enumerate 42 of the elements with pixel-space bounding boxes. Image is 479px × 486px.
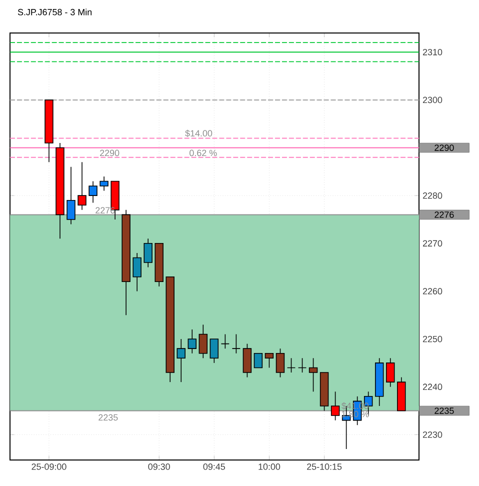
y-tick-label: 2300 [422,96,442,104]
candlestick [78,162,86,210]
ref-line-label: 2235 [434,408,454,414]
candlestick [254,352,263,368]
candlestick [298,358,307,373]
y-tick-label: 2280 [422,192,442,199]
candlestick [330,391,340,421]
chart-title: S.JP.J6758 - 3 Min [18,8,92,16]
candlestick [188,329,197,354]
candlestick [144,238,152,268]
x-tick-label: 09:30 [148,464,170,470]
candlestick [232,334,241,354]
x-tick-label: 25-10:15 [307,464,342,470]
y-tick-label: 2260 [422,288,442,294]
candlestick [100,176,108,192]
annotation: 2235 [98,414,118,421]
candlestick [286,358,296,373]
candlestick [242,343,252,378]
x-tick-label: 09:45 [203,464,226,470]
candlestick [88,180,98,204]
y-tick-label: 2230 [422,431,442,438]
y-tick-label: 2270 [422,240,442,247]
candlestick [210,338,219,364]
candlestick [276,348,285,378]
ref-line-label: 2276 [434,212,454,218]
candlestick [132,252,142,292]
ref-line-label: 2290 [434,144,454,151]
y-tick-label: 2250 [422,336,442,342]
candlestick [198,324,208,359]
candlestick [308,358,318,392]
x-tick-label: 25-09:00 [32,464,66,470]
annotation: 0.62 % [190,150,217,156]
y-tick-label: 2310 [422,48,442,56]
candlestick [264,352,274,368]
annotation: 2290 [100,150,120,156]
y-tick-label: 2240 [422,384,442,390]
candlestick [386,358,395,388]
candlestick [220,334,230,349]
candlestick [176,338,186,382]
x-tick-label: 10:00 [258,464,280,470]
annotation: $14.00 [185,130,212,138]
candlestick [66,166,76,225]
